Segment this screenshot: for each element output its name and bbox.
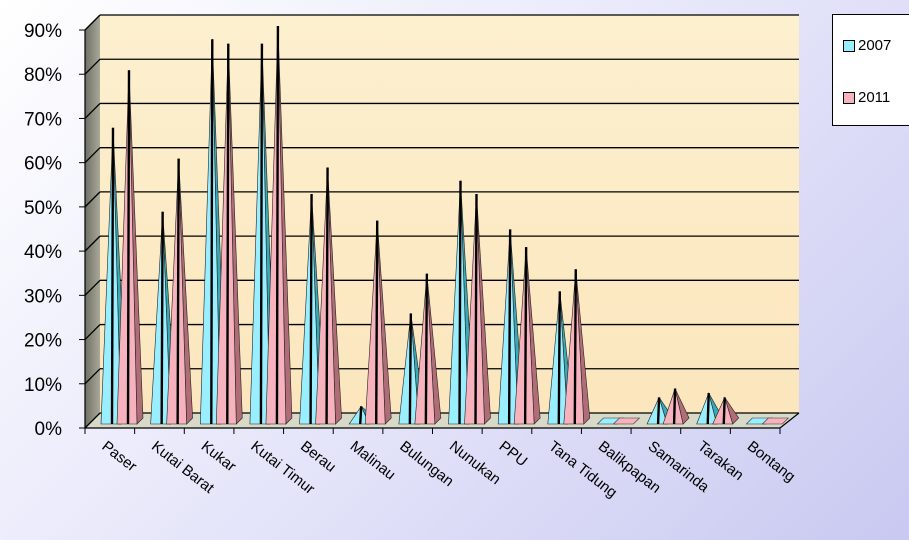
gridline-side xyxy=(84,412,101,429)
gridline-side xyxy=(84,14,101,31)
bar xyxy=(249,43,271,425)
bar-edge xyxy=(176,158,180,425)
bar-edge xyxy=(672,388,677,425)
bar xyxy=(464,194,485,425)
legend-label-2007: 2007 xyxy=(858,37,892,54)
gridline-side xyxy=(84,191,101,208)
bar xyxy=(199,39,221,425)
x-tick-label: Berau xyxy=(297,438,339,476)
y-tick-label: 50% xyxy=(24,198,62,219)
plot-walls xyxy=(85,15,799,428)
legend: 2007 2011 xyxy=(832,14,909,126)
bar-edge xyxy=(408,313,413,425)
bar-edge xyxy=(573,269,577,425)
bar xyxy=(150,211,171,425)
bar-edge xyxy=(375,220,379,425)
x-tick-label: Nunukan xyxy=(446,438,504,488)
bar xyxy=(414,273,436,425)
bar xyxy=(265,25,287,425)
bar-edge xyxy=(474,194,478,425)
y-tick-label: 80% xyxy=(24,65,62,86)
bar xyxy=(662,387,684,425)
y-tick-label: 0% xyxy=(35,419,63,440)
legend-label-2011: 2011 xyxy=(858,89,891,106)
x-tick-label: Paser xyxy=(99,438,140,476)
gridline-side xyxy=(84,235,101,252)
y-tick-label: 60% xyxy=(24,154,62,175)
bar xyxy=(215,43,237,425)
y-tick-label: 90% xyxy=(24,21,62,42)
gridline-side xyxy=(84,102,101,119)
x-tick-label: PPU xyxy=(496,438,531,470)
gridline-side xyxy=(84,58,101,75)
bar-edge xyxy=(424,273,429,425)
bar-edge xyxy=(160,211,164,425)
y-axis: 0% 10% 20% 30% 40% 50% 60% 70% 80% 90% xyxy=(24,21,86,440)
bar-edge xyxy=(359,406,363,425)
bar xyxy=(761,417,790,425)
bar xyxy=(315,167,336,425)
bar xyxy=(513,247,535,425)
bar-edge xyxy=(226,43,230,425)
bar-edge xyxy=(557,291,561,425)
bar xyxy=(100,127,122,425)
gridline-side xyxy=(84,147,101,164)
legend-item-2007: 2007 xyxy=(843,37,891,54)
bar-edge xyxy=(309,194,313,425)
bar xyxy=(563,269,585,425)
gridline-side xyxy=(84,368,101,385)
legend-swatch-2007 xyxy=(843,39,855,52)
y-tick-label: 70% xyxy=(24,109,62,130)
bar xyxy=(299,194,320,425)
bar-edge xyxy=(458,180,462,425)
side-wall xyxy=(85,15,100,428)
y-tick-label: 10% xyxy=(24,375,62,396)
bar xyxy=(696,392,718,425)
bar-edge xyxy=(656,397,661,425)
bar xyxy=(348,405,370,425)
gridline-side xyxy=(84,324,101,341)
bar-edge xyxy=(325,167,329,425)
y-tick-label: 20% xyxy=(24,331,62,352)
bar-edge xyxy=(523,247,528,425)
bar-edge xyxy=(275,25,280,425)
bars xyxy=(100,25,790,425)
bar xyxy=(116,70,138,425)
bar xyxy=(646,396,668,425)
bar xyxy=(166,158,187,425)
bar xyxy=(612,417,641,425)
gridline-side xyxy=(84,279,101,296)
x-tick-label: Malinau xyxy=(347,438,399,484)
bar-edge xyxy=(722,397,726,425)
bar-edge xyxy=(507,229,512,425)
y-tick-label: 30% xyxy=(24,286,62,307)
x-tick-label: Kukar xyxy=(198,438,239,476)
bar-edge xyxy=(706,393,710,425)
bar xyxy=(398,313,420,425)
y-tick-label: 40% xyxy=(24,242,62,263)
bar xyxy=(712,396,734,425)
legend-item-2011: 2011 xyxy=(843,89,890,106)
x-axis-depth-line xyxy=(779,412,800,429)
bar-edge xyxy=(259,43,264,425)
bar xyxy=(364,220,386,425)
bar-edge xyxy=(126,70,131,425)
bar-edge xyxy=(110,127,115,425)
bar xyxy=(497,229,519,425)
x-tick-label: Bulungan xyxy=(396,438,456,490)
x-tick-label: Bontang xyxy=(744,438,799,486)
legend-swatch-2011 xyxy=(843,91,855,104)
bar xyxy=(448,180,469,425)
bar-edge xyxy=(210,39,214,425)
bar xyxy=(547,291,569,425)
